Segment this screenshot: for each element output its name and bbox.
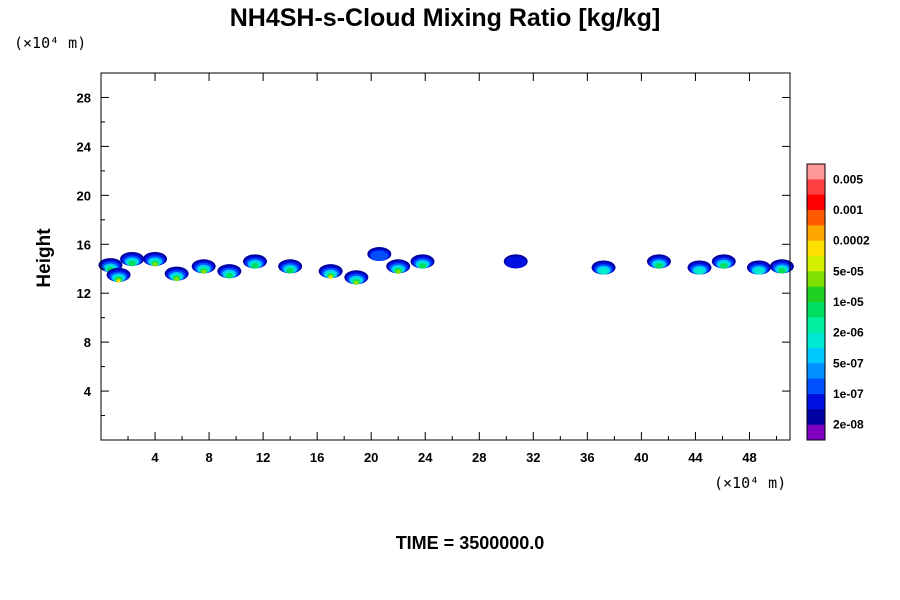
colorbar-label: 1e-05 bbox=[833, 295, 864, 309]
x-unit-label: (×10⁴ m) bbox=[714, 474, 786, 492]
cloud-contour bbox=[251, 263, 259, 269]
cloud-patch bbox=[386, 259, 411, 274]
colorbar-label: 5e-05 bbox=[833, 264, 864, 278]
colorbar-label: 0.0002 bbox=[833, 234, 870, 248]
cloud-patch bbox=[164, 266, 189, 282]
cloud-patch bbox=[318, 264, 343, 279]
cloud-contour bbox=[353, 280, 359, 285]
y-tick-label: 20 bbox=[77, 188, 91, 203]
cloud-contour bbox=[720, 263, 728, 269]
cloud-contour bbox=[694, 267, 705, 275]
x-tick-label: 20 bbox=[364, 450, 378, 465]
colorbar-label: 1e-07 bbox=[833, 387, 864, 401]
time-label: TIME = 3500000.0 bbox=[396, 533, 545, 553]
cloud-contour bbox=[201, 269, 207, 274]
cloud-patch bbox=[367, 247, 392, 262]
colorbar-swatch bbox=[807, 240, 825, 257]
colorbar-swatch bbox=[807, 225, 825, 242]
y-tick-label: 4 bbox=[84, 384, 92, 399]
x-tick-label: 36 bbox=[580, 450, 594, 465]
cloud-patch bbox=[591, 260, 616, 275]
cloud-patch bbox=[243, 254, 268, 269]
cloud-contour bbox=[225, 272, 234, 279]
cloud-contour bbox=[418, 263, 427, 269]
colorbar-swatch bbox=[807, 409, 825, 426]
cloud-contour bbox=[655, 263, 663, 269]
x-tick-label: 40 bbox=[634, 450, 648, 465]
cloud-patch bbox=[120, 251, 145, 267]
cloud-patch bbox=[646, 254, 671, 269]
cloud-contour bbox=[116, 279, 121, 283]
colorbar-label: 0.001 bbox=[833, 203, 863, 217]
cloud-patch bbox=[746, 260, 771, 275]
x-tick-label: 32 bbox=[526, 450, 540, 465]
colorbar-swatch bbox=[807, 378, 825, 395]
colorbar-swatch bbox=[807, 286, 825, 303]
cloud-patch bbox=[191, 259, 216, 274]
x-tick-label: 12 bbox=[256, 450, 270, 465]
cloud-contour bbox=[753, 267, 765, 275]
colorbar-swatch bbox=[807, 394, 825, 410]
colorbar-swatch bbox=[807, 302, 825, 318]
cloud-patch bbox=[106, 267, 131, 283]
cloud-patch bbox=[217, 264, 242, 279]
plot-frame bbox=[100, 72, 791, 441]
colorbar-label: 2e-08 bbox=[833, 418, 864, 432]
colorbar-swatch bbox=[807, 179, 825, 196]
y-tick-label: 24 bbox=[77, 139, 92, 154]
y-tick-label: 28 bbox=[77, 90, 91, 105]
cloud-patch bbox=[410, 254, 435, 269]
colorbar-swatch bbox=[807, 256, 825, 272]
y-tick-label: 12 bbox=[77, 286, 91, 301]
colorbar-swatch bbox=[807, 332, 825, 349]
x-tick-label: 44 bbox=[688, 450, 703, 465]
cloud-contour bbox=[174, 276, 180, 282]
cloud-contour bbox=[286, 267, 294, 274]
cloud-patch bbox=[711, 254, 736, 269]
cloud-field bbox=[98, 247, 794, 285]
y-axis-label: Height bbox=[34, 228, 55, 288]
cloud-patch bbox=[278, 259, 303, 274]
cloud-patch bbox=[344, 270, 369, 285]
x-tick-label: 24 bbox=[418, 450, 433, 465]
cloud-contour bbox=[395, 269, 401, 274]
colorbar-swatch bbox=[807, 348, 825, 364]
colorbar: 0.005 0.001 0.0002 5e-05 1e-05 2e-06 5e-07 1e-0… bbox=[806, 163, 870, 441]
cloud-contour bbox=[370, 250, 389, 262]
chart-title: NH4SH-s-Cloud Mixing Ratio [kg/kg] bbox=[230, 4, 661, 32]
x-tick-label: 28 bbox=[472, 450, 486, 465]
cloud-contour bbox=[328, 275, 333, 279]
x-tick-label: 4 bbox=[151, 450, 159, 465]
colorbar-swatch bbox=[807, 210, 825, 226]
colorbar-label: 0.005 bbox=[833, 172, 863, 186]
cloud-patch bbox=[769, 259, 794, 274]
colorbar-swatch bbox=[807, 271, 825, 288]
cloud-patch bbox=[143, 251, 168, 267]
colorbar-frame bbox=[806, 163, 826, 441]
cloud-contour bbox=[598, 267, 609, 275]
colorbar-swatch bbox=[807, 164, 825, 180]
colorbar-label: 5e-07 bbox=[833, 356, 864, 370]
y-unit-label: (×10⁴ m) bbox=[14, 34, 86, 52]
cloud-contour bbox=[152, 262, 158, 267]
colorbar-swatch bbox=[807, 194, 825, 211]
x-tick-label: 8 bbox=[205, 450, 212, 465]
cloud-patch bbox=[687, 260, 712, 275]
colorbar-label: 2e-06 bbox=[833, 326, 864, 340]
colorbar-swatch bbox=[807, 317, 825, 334]
colorbar-swatch bbox=[807, 363, 825, 380]
y-tick-label: 8 bbox=[84, 335, 91, 350]
cloud-contour bbox=[778, 267, 786, 274]
x-tick-label: 16 bbox=[310, 450, 324, 465]
cloud-contour bbox=[505, 256, 527, 269]
cloud-contour bbox=[128, 260, 136, 267]
y-tick-label: 16 bbox=[77, 237, 91, 252]
cloud-patch bbox=[503, 254, 528, 269]
x-tick-label: 48 bbox=[742, 450, 756, 465]
colorbar-swatch bbox=[807, 424, 825, 441]
